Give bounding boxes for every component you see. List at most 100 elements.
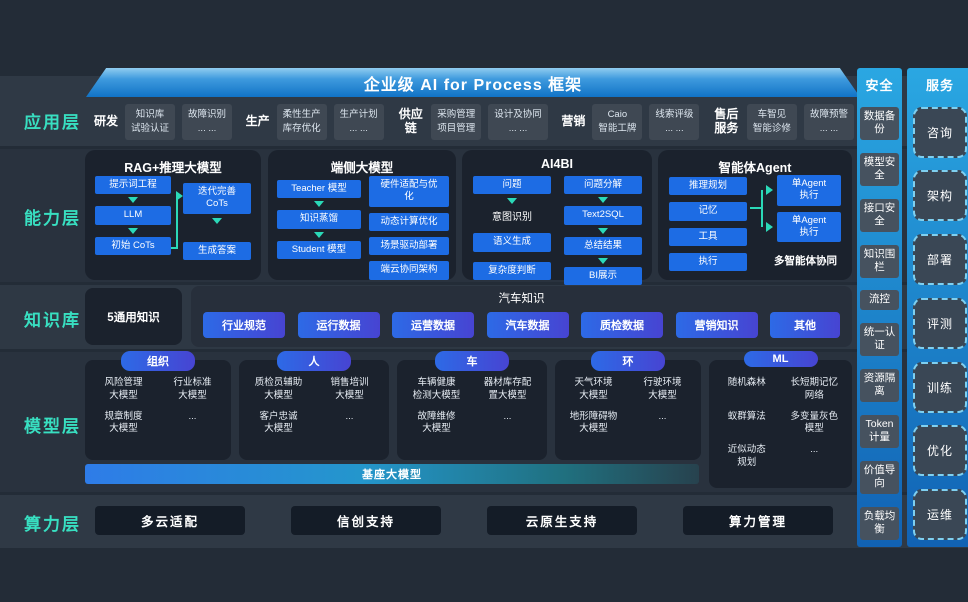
connector-line [750,207,762,209]
model-item: ... [188,410,197,422]
arrow-down-icon [128,227,138,234]
model-item: 天气环境 大模型 [574,377,613,401]
connector-line [761,190,763,227]
flow-box: 工具 [669,227,747,247]
flow-box: 推理规划 [669,177,747,196]
compute-box: 多云适配 [95,506,245,535]
model-item: 器材库存配 置大模型 [483,377,532,401]
base-model-bar: 基座大模型 [85,464,699,484]
flow-box: Teacher 模型 [277,180,361,199]
model-item: 行业标准 大模型 [173,377,212,401]
arrow-down-icon [598,258,608,265]
model-group-ml: ML 随机森林 长短期记忆 网络 蚁群算法 多变量灰色 模型 近似动态 规划 .… [709,351,852,488]
security-column-title: 安全 [865,78,894,93]
panel-title: AI4BI [541,157,573,171]
model-item: ... [810,444,819,456]
layer-label-application: 应用层 [24,113,81,132]
model-pill: 环 [591,351,665,371]
security-item: 流控 [860,290,899,311]
rag-right-column: 迭代完善 CoTs 生成答案 [183,183,251,261]
arrow-down-icon [507,198,517,205]
flow-step-text: 意图识别 [492,212,532,224]
flow-box: LLM [95,206,171,225]
flow-box: 总结结果 [564,236,642,256]
app-group-supply-chain: 供应链 采购管理 项目管理 设计及协同 ... ... [397,104,548,140]
model-pill: 组织 [121,351,195,371]
panel-rag: RAG+推理大模型 提示词工程 LLM 初始 CoTs 迭代完善 CoTs 生成… [85,150,261,280]
security-item: 价值导向 [860,460,899,494]
model-items: 天气环境 大模型 行驶环境 大模型 地形障碍物 大模型 ... [555,360,701,442]
model-item: 质检员辅助 大模型 [254,377,303,401]
arrow-right-icon [766,185,773,195]
app-group-marketing: 营销 Caio 智能工牌 线索评级 ... ... [561,104,700,140]
auto-knowledge-panel: 汽车知识 行业规范 运行数据 运营数据 汽车数据 质检数据 营销知识 其他 [191,286,852,347]
compute-box: 云原生支持 [487,506,637,535]
model-item: ... [503,410,512,422]
flow-box: Student 模型 [277,240,361,260]
service-item: 架构 [913,170,967,222]
arrow-right-icon [766,222,773,232]
app-group-aftersales: 售后服务 车智见 智能诊修 故障预警 ... ... [713,104,854,140]
flow-box: 单Agent 执行 [777,211,841,243]
service-item: 训练 [913,361,967,413]
flow-box: 动态计算优化 [369,212,449,232]
app-box: Caio 智能工牌 [592,104,643,140]
model-group-vehicle: 车 车辆健康 检测大模型 器材库存配 置大模型 故障维修 大模型 ... [397,351,547,460]
layer-label-capability: 能力层 [24,209,81,228]
knowledge-chip-row: 行业规范 运行数据 运营数据 汽车数据 质检数据 营销知识 其他 [191,306,852,338]
security-item: 接口安全 [860,198,899,232]
flow-box: 执行 [669,253,747,272]
flow-box: 问题分解 [564,176,642,195]
services-column-title: 服务 [925,78,954,93]
model-pill: ML [743,351,818,367]
arrow-right-icon [176,191,183,201]
app-group-label: 生产 [245,114,270,129]
security-item: 统一认证 [860,322,899,357]
connector-line [176,196,178,249]
service-item: 评测 [913,297,967,349]
kb-chip: 营销知识 [675,312,758,338]
panel-title: 端侧大模型 [330,161,394,175]
kb-chip: 行业规范 [203,312,285,338]
model-item: ... [658,410,667,422]
flow-box: Text2SQL [564,206,642,225]
model-item: 客户忠诚 大模型 [259,410,298,435]
application-layer-row: 研发 知识库 试验认证 故障识别 ... ... 生产 柔性生产 库存优化 生产… [94,99,854,145]
flow-box: 迭代完善 CoTs [183,183,251,214]
arrow-down-icon [598,197,608,204]
app-box: 线索评级 ... ... [649,104,700,140]
flow-box: 场景驱动部署 [369,237,449,256]
app-group-rd: 研发 知识库 试验认证 故障识别 ... ... [94,104,233,140]
panel-ai4bi: AI4BI 问题 意图识别 语义生成 复杂度判断 问题分解 Text2SQL 总… [462,150,652,286]
flow-box: 端云协同架构 [369,261,449,280]
services-column: 服务 咨询 架构 部署 评测 训练 优化 运维 [907,68,968,547]
model-items: 风险管理 大模型 行业标准 大模型 规章制度 大模型 ... [85,360,231,442]
agent-right-column: 单Agent 执行 单Agent 执行 [777,175,841,243]
model-group-people: 人 质检员辅助 大模型 销售培训 大模型 客户忠诚 大模型 ... [239,351,389,460]
title-banner: 企业级 AI for Process 框架 [86,68,860,97]
flow-box: 硬件适配与优 化 [369,176,449,207]
arrow-down-icon [128,197,138,204]
app-box: 设计及协同 ... ... [488,104,548,140]
ai4bi-right-column: 问题分解 Text2SQL 总结结果 BI展示 [564,176,642,286]
layer-label-model: 模型层 [24,417,81,436]
model-item: 行驶环境 大模型 [643,377,682,401]
flow-box: 提示词工程 [95,176,171,195]
app-group-production: 生产 柔性生产 库存优化 生产计划 ... ... [246,104,384,140]
model-items: 随机森林 长短期记忆 网络 蚁群算法 多变量灰色 模型 近似动态 规划 ... [709,360,852,476]
security-item: 资源隔离 [860,368,899,403]
flow-box: 问题 [473,176,551,195]
model-pill: 人 [277,351,351,371]
model-group-environment: 环 天气环境 大模型 行驶环境 大模型 地形障碍物 大模型 ... [555,351,701,460]
compute-layer-row: 多云适配 信创支持 云原生支持 算力管理 [95,506,833,535]
model-item: 近似动态 规划 [727,444,766,469]
service-item: 咨询 [913,106,967,158]
rag-left-column: 提示词工程 LLM 初始 CoTs [95,176,171,256]
connector-line [171,247,177,249]
model-group-organization: 组织 风险管理 大模型 行业标准 大模型 规章制度 大模型 ... [85,351,231,460]
service-item: 优化 [913,425,967,477]
model-item: 风险管理 大模型 [104,377,143,401]
security-item: 知识围栏 [860,244,899,278]
security-item: 模型安全 [860,152,899,186]
